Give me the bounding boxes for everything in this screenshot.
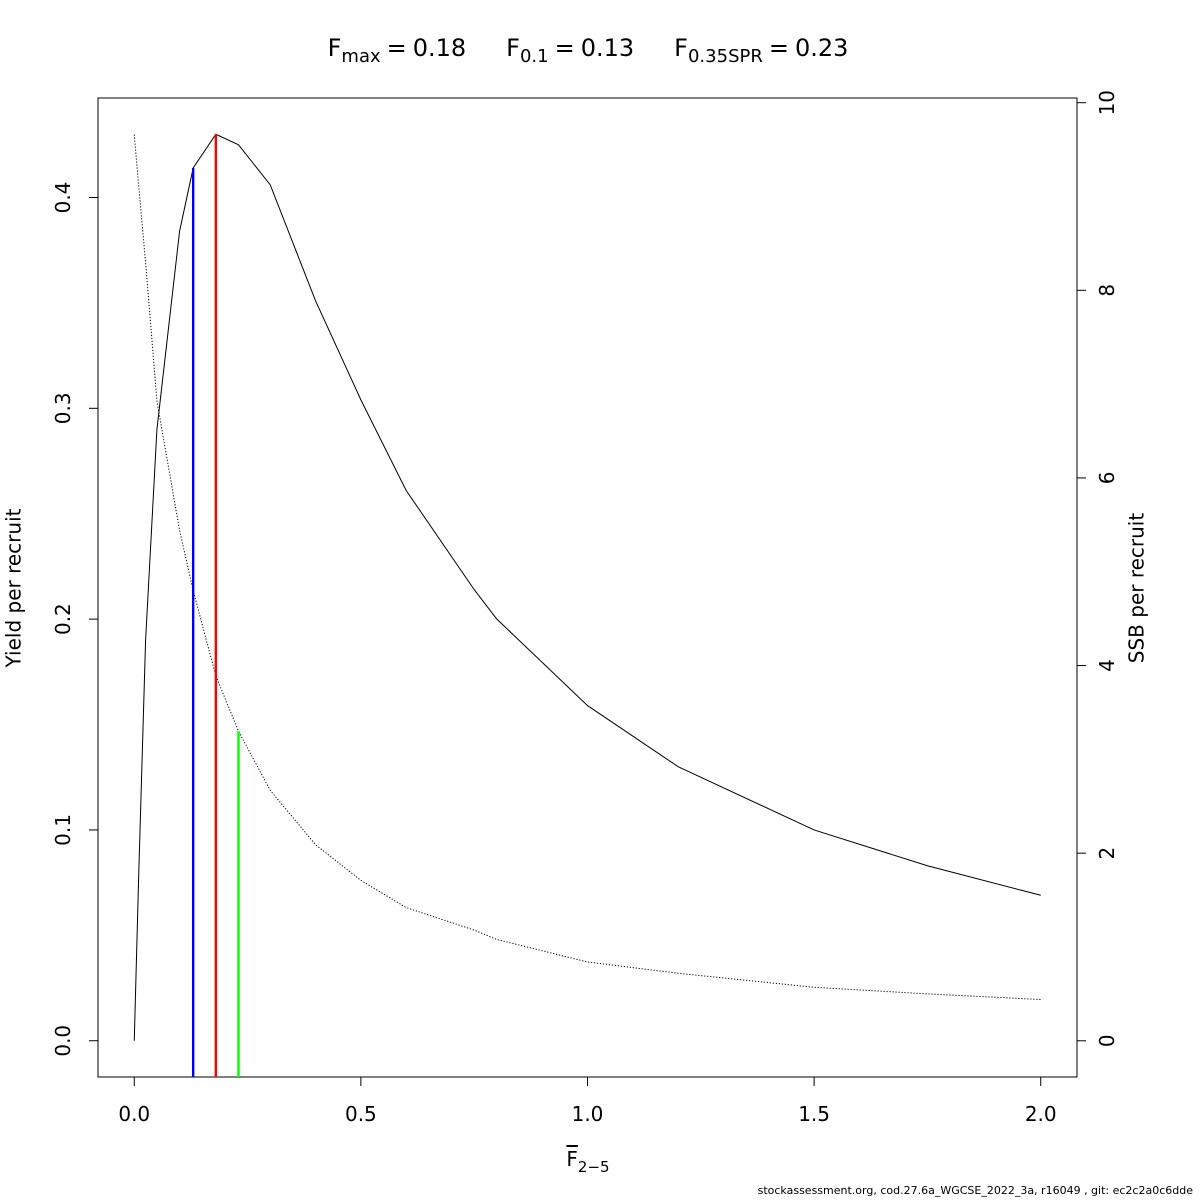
x-label-subscript: 2−5	[578, 1158, 610, 1176]
footer: stockassessment.org, cod.27.6a_WGCSE_202…	[758, 1184, 1194, 1197]
title-symbol: F	[674, 34, 688, 62]
title-subscript: max	[341, 46, 381, 67]
y2-axis-label: SSB per recruit	[1125, 513, 1149, 664]
title-symbol: F	[328, 34, 342, 62]
x-tick-label: 0.0	[118, 1102, 150, 1126]
title-relation: =	[769, 34, 789, 62]
y2-tick-label: 8	[1095, 284, 1119, 297]
title-value: 0.18	[413, 34, 466, 62]
y-tick-label: 0.2	[51, 603, 75, 635]
y2-tick-label: 4	[1095, 659, 1119, 672]
x-tick-label: 1.5	[798, 1102, 830, 1126]
title-relation: =	[387, 34, 407, 62]
title-subscript: 0.35SPR	[688, 46, 763, 67]
y-axis-label: Yield per recruit	[2, 508, 26, 668]
chart-title: Fmax = 0.18 F0.1 = 0.13 F0.35SPR = 0.23	[328, 34, 849, 67]
y-tick-label: 0.4	[51, 182, 75, 214]
title-symbol: F	[506, 34, 520, 62]
title-relation: =	[555, 34, 575, 62]
y2-tick-label: 10	[1095, 90, 1119, 115]
title-value: 0.13	[581, 34, 634, 62]
series-line	[133, 134, 1041, 1001]
y2-tick-label: 2	[1095, 847, 1119, 860]
title-subscript: 0.1	[520, 46, 549, 67]
title-value: 0.23	[795, 34, 848, 62]
series-line	[133, 133, 1041, 1041]
y2-tick-label: 6	[1095, 472, 1119, 485]
x-tick-label: 1.0	[572, 1102, 604, 1126]
x-tick-label: 0.5	[345, 1102, 377, 1126]
x-label-symbol: F	[566, 1147, 578, 1171]
y-tick-label: 0.3	[51, 392, 75, 424]
y2-tick-label: 0	[1095, 1034, 1119, 1047]
x-axis-label: F2−5	[566, 1147, 609, 1176]
y-tick-label: 0.1	[51, 814, 75, 846]
x-tick-label: 2.0	[1025, 1102, 1057, 1126]
y-tick-label: 0.0	[51, 1025, 75, 1057]
plot-frame	[97, 97, 1078, 1078]
